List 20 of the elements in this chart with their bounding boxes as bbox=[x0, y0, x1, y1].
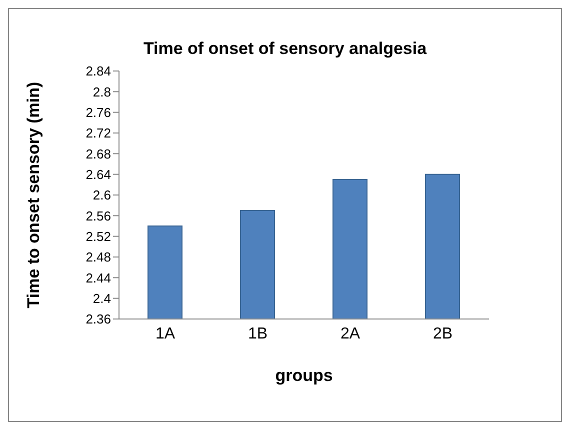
y-tick-label: 2.72 bbox=[86, 126, 111, 141]
y-tick-label: 2.64 bbox=[86, 166, 111, 182]
y-tick-label: 2.6 bbox=[92, 188, 111, 203]
y-tick-label: 2.68 bbox=[86, 146, 111, 162]
y-tick-label: 2.56 bbox=[86, 208, 111, 224]
x-tick-label: 2B bbox=[432, 325, 453, 342]
x-axis-title: groups bbox=[275, 366, 333, 385]
x-tick-label: 1B bbox=[248, 325, 268, 342]
chart-title: Time of onset of sensory analgesia bbox=[142, 39, 428, 59]
y-tick-label: 2.36 bbox=[86, 312, 111, 327]
x-tick-label: 2A bbox=[340, 325, 360, 342]
y-tick-label: 2.52 bbox=[86, 228, 111, 244]
y-tick-label: 2.84 bbox=[86, 64, 111, 79]
y-tick-label: 2.8 bbox=[92, 84, 111, 100]
y-tick-label: 2.44 bbox=[86, 270, 111, 286]
y-tick-label: 2.76 bbox=[86, 104, 111, 120]
x-tick-label: 1A bbox=[155, 325, 176, 342]
y-tick-label: 2.4 bbox=[92, 290, 111, 306]
y-axis-title: Time to onset sensory (min) bbox=[24, 82, 44, 308]
y-tick-label: 2.48 bbox=[86, 250, 111, 265]
